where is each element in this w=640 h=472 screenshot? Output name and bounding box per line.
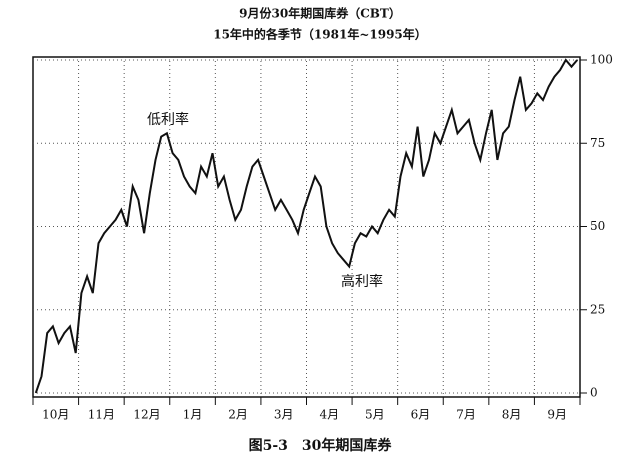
line (34, 58, 578, 394)
caption: 图5-3 30年期国库券 (249, 437, 393, 454)
x-tick-label: 8月 (502, 408, 522, 422)
x-tick-label: 3月 (274, 408, 294, 422)
y-tick-label: 25 (590, 302, 605, 316)
y-tick-label: 0 (590, 386, 598, 400)
x-tick-label: 9月 (547, 408, 567, 422)
y-tick-label: 75 (590, 136, 605, 150)
chart-subtitle: 15年中的各季节（1981年~1995年） (213, 27, 427, 42)
annotation: 低利率 (147, 111, 189, 128)
x-tick-label: 6月 (411, 408, 431, 422)
x-tick-label: 4月 (319, 408, 339, 422)
chart-title: 9月份30年期国库券（CBT） (239, 6, 401, 21)
x-tick-label: 2月 (228, 408, 248, 422)
x-tick-label: 1月 (183, 408, 203, 422)
x-tick-label: 7月 (456, 408, 476, 422)
x-tick-label: 5月 (365, 408, 385, 422)
x-tick-label: 11月 (88, 408, 115, 422)
annotation: 高利率 (341, 273, 383, 290)
x-tick-label: 10月 (42, 408, 69, 422)
y-tick-label: 100 (590, 53, 613, 67)
y-tick-label: 50 (590, 219, 605, 233)
x-tick-label: 12月 (133, 408, 160, 422)
